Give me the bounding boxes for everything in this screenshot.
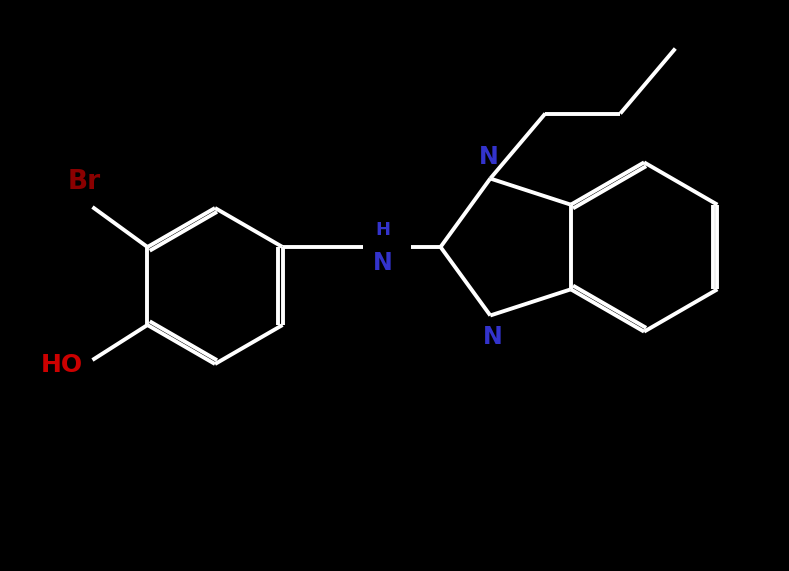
Text: H: H [375,221,390,239]
Text: N: N [482,325,502,349]
Text: Br: Br [68,169,101,195]
Text: N: N [478,144,498,168]
Text: HO: HO [40,353,82,377]
Text: N: N [372,251,392,275]
